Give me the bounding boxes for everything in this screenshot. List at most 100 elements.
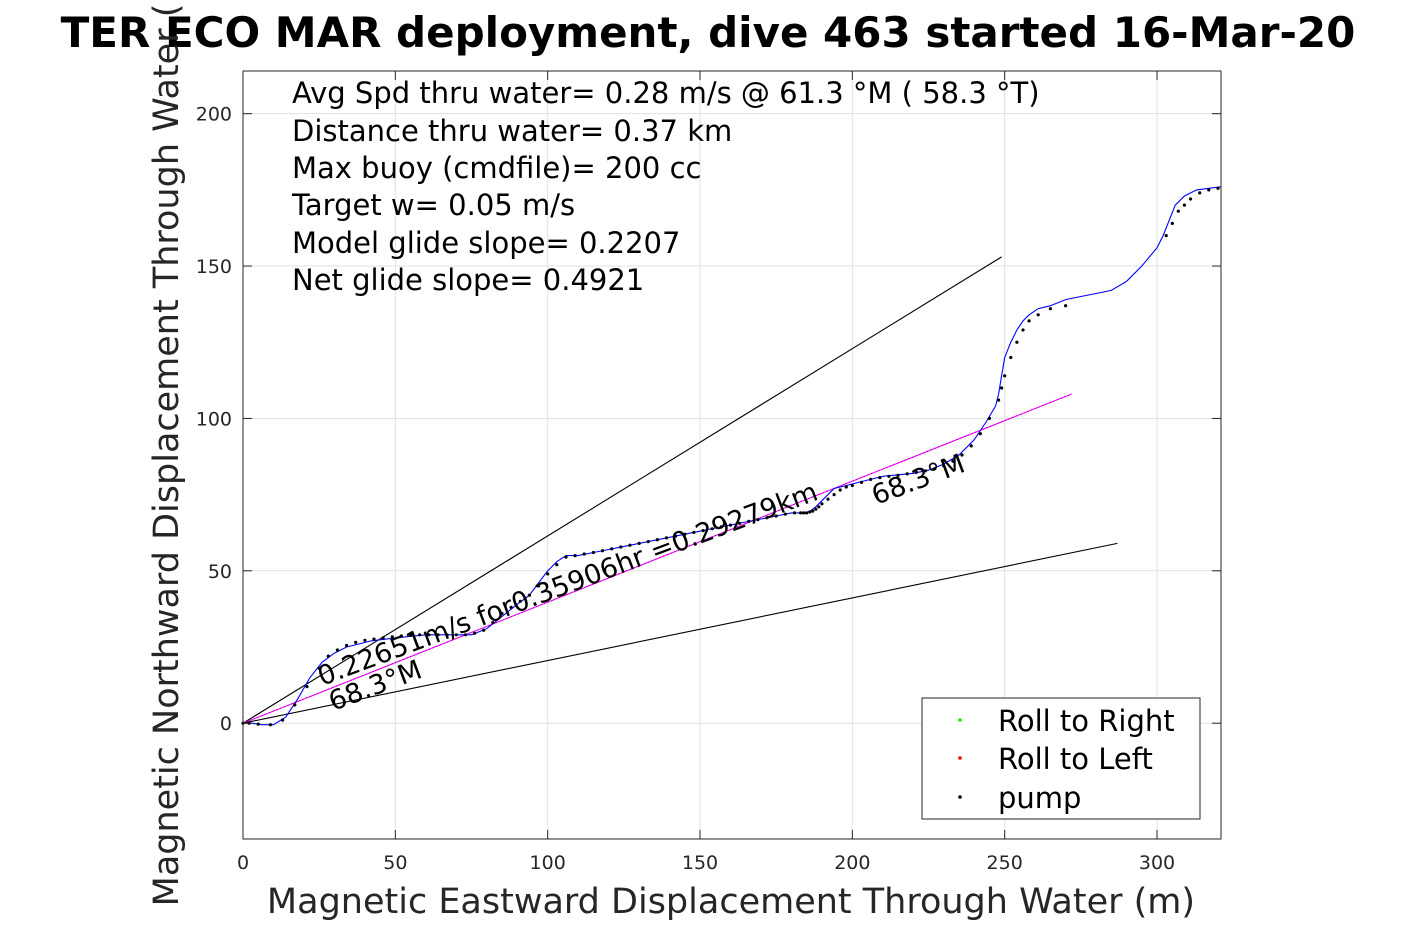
pump-point xyxy=(418,633,422,637)
pump-point xyxy=(445,633,449,637)
annotation-target-w: Target w= 0.05 m/s xyxy=(291,188,575,222)
pump-point xyxy=(491,621,495,625)
pump-point xyxy=(774,514,778,518)
pump-point xyxy=(850,483,854,488)
ticks: 0 50 100 150 200 250 300 200 150 100 50 0 xyxy=(196,71,1221,874)
pump-point xyxy=(500,611,504,616)
pump-point xyxy=(719,525,723,529)
pump-point xyxy=(1188,197,1193,201)
pump-point xyxy=(1198,191,1202,195)
pump-point xyxy=(1027,319,1031,323)
pump-point xyxy=(997,398,1001,402)
pump-point xyxy=(710,527,714,531)
legend-box xyxy=(921,697,1201,820)
pump-point xyxy=(600,549,605,553)
y-tick-label: 200 xyxy=(196,104,232,126)
x-tick-label: 250 xyxy=(987,852,1023,874)
pump-point xyxy=(637,541,641,546)
pump-point xyxy=(701,529,705,533)
pump-point xyxy=(1036,313,1040,317)
pump-point xyxy=(905,472,909,476)
pump-point xyxy=(838,488,842,492)
pump-point xyxy=(826,497,830,501)
x-tick-label: 100 xyxy=(530,852,566,874)
pump-point xyxy=(305,685,309,689)
reference-line-lower xyxy=(242,542,1118,724)
pump-point xyxy=(1015,340,1019,344)
legend-marker-roll-left xyxy=(958,756,962,760)
pump-point xyxy=(399,634,403,638)
annotation-distance: Distance thru water= 0.37 km xyxy=(292,114,732,148)
pump-point xyxy=(896,473,900,477)
pump-point xyxy=(805,511,809,515)
pump-point xyxy=(1216,186,1220,190)
pump-point xyxy=(859,480,864,484)
stats-annotation: Avg Spd thru water= 0.28 m/s @ 61.3 °M (… xyxy=(291,76,1040,297)
pump-point xyxy=(960,453,964,457)
pump-point xyxy=(817,505,821,509)
pump-point xyxy=(756,518,760,522)
pump-point xyxy=(454,633,458,637)
pump-point xyxy=(978,432,982,436)
pump-point xyxy=(1064,304,1068,308)
pump-point xyxy=(527,593,532,597)
y-tick-label: 100 xyxy=(196,408,232,430)
legend: Roll to Right Roll to Left pump xyxy=(921,697,1201,820)
pump-point xyxy=(268,723,272,727)
pump-point xyxy=(326,654,330,658)
pump-point xyxy=(799,511,803,515)
pump-point xyxy=(814,507,818,511)
x-tick-label: 200 xyxy=(834,852,870,874)
pump-point xyxy=(317,666,321,670)
pump-point xyxy=(655,538,660,542)
pump-point xyxy=(363,638,367,642)
pump-point xyxy=(683,532,687,536)
pump-point xyxy=(509,605,513,610)
pump-point xyxy=(728,523,733,527)
pump-point xyxy=(664,536,669,540)
pump-point xyxy=(582,552,586,556)
pump-point xyxy=(518,599,522,603)
legend-marker-pump xyxy=(958,795,962,799)
pump-point xyxy=(1170,221,1174,225)
track-summary-label: 0.22651m/s for0.35906hr =0.29279km xyxy=(314,477,822,693)
pump-point xyxy=(1207,188,1211,192)
legend-marker-roll-right xyxy=(958,718,962,722)
x-tick-label: 50 xyxy=(383,852,407,874)
pump-point xyxy=(747,519,751,524)
legend-label-pump: pump xyxy=(998,781,1081,815)
x-tick-label: 150 xyxy=(682,852,718,874)
annotation-net-glide: Net glide slope= 0.4921 xyxy=(292,263,644,297)
pump-point xyxy=(390,635,394,639)
pump-point xyxy=(1009,355,1013,360)
y-tick-label: 150 xyxy=(196,256,232,278)
pump-point xyxy=(869,477,873,481)
axes-box xyxy=(242,70,1222,840)
pump-point xyxy=(293,703,297,707)
pump-point xyxy=(256,722,260,726)
pump-point xyxy=(372,637,376,641)
pump-point xyxy=(820,502,824,506)
pump-point xyxy=(832,493,836,497)
pump-point xyxy=(1164,234,1168,238)
pump-point xyxy=(738,521,742,525)
pump-point xyxy=(692,530,696,535)
pump-point xyxy=(345,643,349,648)
pump-point xyxy=(987,416,992,420)
y-tick-label: 50 xyxy=(208,561,232,583)
x-axis-label: Magnetic Eastward Displacement Through W… xyxy=(267,882,1195,922)
pump-point xyxy=(914,470,918,474)
pump-point xyxy=(646,540,650,544)
pump-point xyxy=(610,547,614,551)
pump-point xyxy=(923,469,928,473)
pump-point xyxy=(482,628,486,632)
pump-point xyxy=(463,633,467,637)
y-tick-label: 0 xyxy=(220,713,232,735)
pump-point xyxy=(409,633,413,638)
pump-point xyxy=(628,543,632,547)
pump-point xyxy=(536,584,541,588)
pump-point xyxy=(619,545,623,549)
pump-point xyxy=(564,555,568,559)
pump-point xyxy=(281,718,285,722)
chart-title: TER ECO MAR deployment, dive 463 started… xyxy=(61,8,1356,57)
